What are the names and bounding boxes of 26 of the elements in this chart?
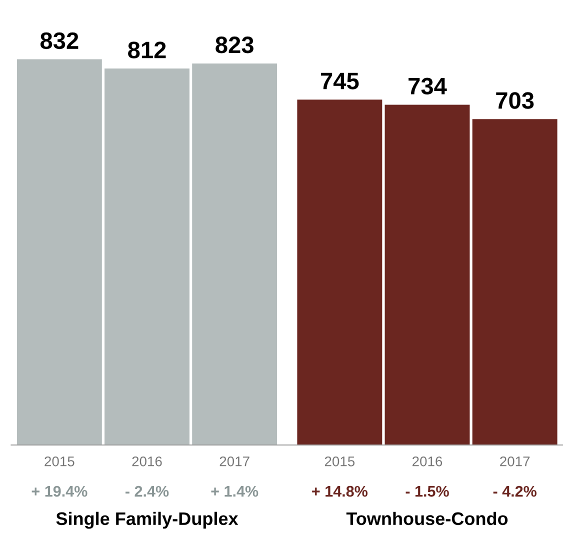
text: Townhouse-Condo — [346, 512, 508, 526]
x-tick-label: 2015 — [324, 456, 355, 466]
x-tick-label: 2016 — [412, 456, 442, 466]
data-label: 823 — [216, 36, 254, 54]
bar — [16, 59, 102, 445]
text: - 4.2% — [493, 486, 537, 497]
text: - 1.5% — [406, 486, 449, 497]
x-tick-label: 2016 — [132, 456, 162, 466]
data-label: 812 — [128, 42, 166, 58]
data-label: 832 — [40, 32, 78, 50]
bar — [104, 68, 190, 445]
data-label: 745 — [320, 72, 359, 90]
text: + 19.4% — [32, 486, 88, 497]
x-tick-label: 2017 — [220, 456, 250, 466]
x-tick-label: 2015 — [44, 456, 74, 466]
data-label: 703 — [496, 92, 534, 109]
bar — [472, 119, 558, 445]
data-label: 734 — [408, 78, 447, 95]
x-tick-label: 2017 — [500, 456, 530, 466]
bar — [384, 104, 470, 445]
text: + 14.8% — [312, 486, 368, 497]
text: + 1.4% — [211, 486, 258, 497]
text: - 2.4% — [126, 486, 169, 497]
bar — [297, 100, 382, 445]
bar — [192, 63, 278, 445]
text: Single Family-Duplex — [56, 512, 238, 529]
